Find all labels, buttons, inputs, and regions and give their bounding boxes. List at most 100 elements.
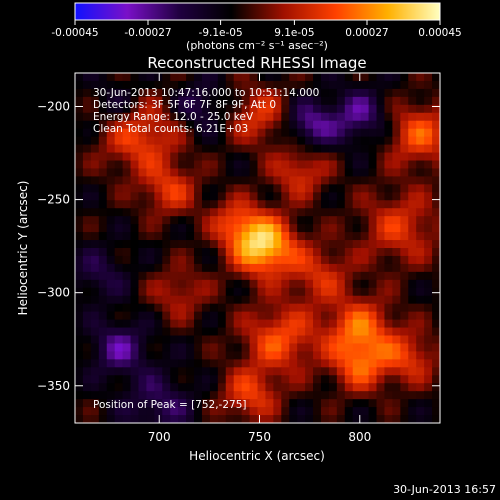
heatmap-cell <box>162 415 171 423</box>
heatmap-cell <box>416 88 425 98</box>
heatmap-cell <box>217 168 227 177</box>
heatmap-cell <box>138 160 148 170</box>
heatmap-cell <box>297 295 306 305</box>
heatmap-cell <box>273 240 282 249</box>
heatmap-cell <box>384 343 393 352</box>
heatmap-cell <box>384 295 393 305</box>
heatmap-cell <box>138 232 148 241</box>
heatmap-cell <box>432 216 440 225</box>
heatmap-cell <box>154 375 163 384</box>
heatmap-cell <box>146 144 155 154</box>
heatmap-cell <box>424 216 433 225</box>
heatmap-cell <box>233 208 243 217</box>
heatmap-cell <box>75 104 84 114</box>
heatmap-cell <box>400 160 409 170</box>
heatmap-cell <box>225 152 235 162</box>
heatmap-cell <box>154 160 163 170</box>
heatmap-cell <box>352 415 362 423</box>
heatmap-cell <box>233 367 243 376</box>
heatmap-cell <box>336 160 346 170</box>
heatmap-cell <box>209 184 219 193</box>
heatmap-cell <box>424 248 433 257</box>
heatmap-cell <box>297 200 306 209</box>
heatmap-cell <box>82 176 92 185</box>
heatmap-cell <box>281 375 290 384</box>
heatmap-cell <box>122 327 132 337</box>
heatmap-cell <box>98 279 108 289</box>
heatmap-cell <box>98 415 108 423</box>
heatmap-cell <box>106 80 116 90</box>
heatmap-cell <box>257 351 267 360</box>
heatmap-cell <box>146 375 155 384</box>
heatmap-cell <box>336 407 346 416</box>
heatmap-cell <box>233 120 243 130</box>
heatmap-cell <box>281 128 290 138</box>
heatmap-cell <box>249 351 259 360</box>
heatmap-cell <box>249 88 259 98</box>
heatmap-cell <box>249 152 259 162</box>
heatmap-cell <box>194 120 203 130</box>
heatmap-cell <box>392 192 401 201</box>
heatmap-cell <box>75 335 84 345</box>
plot-frame <box>74 72 441 424</box>
heatmap-cell <box>106 240 116 249</box>
heatmap-cell <box>432 399 440 408</box>
heatmap-cell <box>257 176 267 185</box>
heatmap-cell <box>360 216 370 225</box>
heatmap-cell <box>376 73 386 82</box>
heatmap-cell <box>98 248 108 257</box>
heatmap-cell <box>122 279 132 289</box>
heatmap-cell <box>106 399 116 408</box>
heatmap-cell <box>360 136 370 146</box>
heatmap-cell <box>313 152 322 162</box>
heatmap-cell <box>376 88 386 98</box>
heatmap-cell <box>82 80 92 90</box>
heatmap-cell <box>368 176 378 185</box>
heatmap-cell <box>344 415 354 423</box>
heatmap-cell <box>344 136 354 146</box>
heatmap-cell <box>217 367 227 376</box>
heatmap-cell <box>265 208 274 217</box>
heatmap-cell <box>217 335 227 345</box>
heatmap-cell <box>122 343 132 352</box>
heatmap-cell <box>194 240 203 249</box>
heatmap-cell <box>90 319 100 329</box>
heatmap-cell <box>265 80 274 90</box>
heatmap-cell <box>233 287 243 297</box>
heatmap-cell <box>170 208 179 217</box>
heatmap-cell <box>432 200 440 209</box>
heatmap-cell <box>297 152 306 162</box>
heatmap-cell <box>75 88 84 98</box>
heatmap-cell <box>130 383 140 392</box>
heatmap-cell <box>336 287 346 297</box>
heatmap-cell <box>170 73 179 82</box>
heatmap-cell <box>178 255 187 265</box>
heatmap-cell <box>130 208 140 217</box>
heatmap-cell <box>178 73 187 82</box>
heatmap-cell <box>328 112 338 122</box>
heatmap-cell <box>305 160 314 170</box>
heatmap-cell <box>75 367 84 376</box>
heatmap-cell <box>424 311 433 321</box>
heatmap-cell <box>392 200 401 209</box>
heatmap-cell <box>162 128 171 138</box>
heatmap-cell <box>376 359 386 368</box>
heatmap-cell <box>305 255 314 265</box>
heatmap-cell <box>209 248 219 257</box>
heatmap-cell <box>217 176 227 185</box>
heatmap-cell <box>273 359 282 368</box>
heatmap-cell <box>257 216 267 225</box>
heatmap-cell <box>352 383 362 392</box>
heatmap-cell <box>98 88 108 98</box>
heatmap-cell <box>376 335 386 345</box>
heatmap-cell <box>360 73 370 82</box>
heatmap-cell <box>194 335 203 345</box>
heatmap-cell <box>392 73 401 82</box>
heatmap-cell <box>114 415 124 423</box>
heatmap-cell <box>170 152 179 162</box>
heatmap-cell <box>201 375 211 384</box>
heatmap-cell <box>209 160 219 170</box>
heatmap-cell <box>170 367 179 376</box>
heatmap-cell <box>432 88 440 98</box>
heatmap-cell <box>281 160 290 170</box>
